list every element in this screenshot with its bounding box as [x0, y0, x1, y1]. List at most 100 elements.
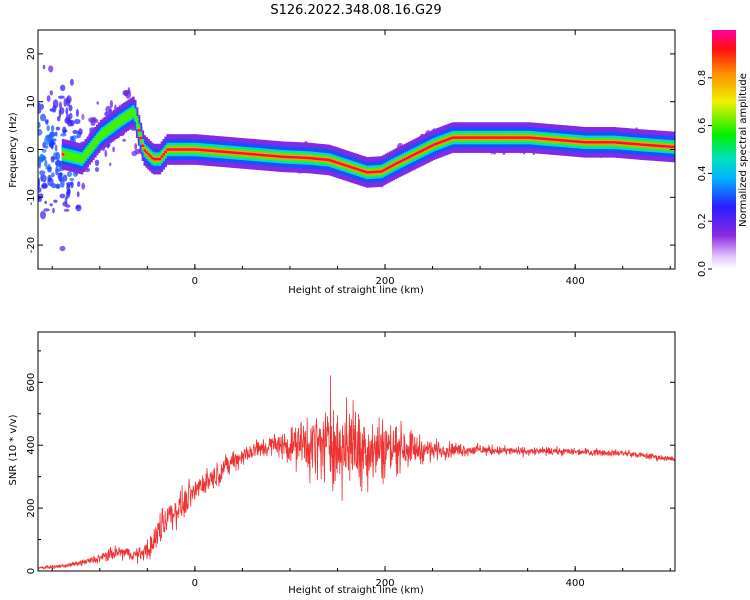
spectrogram-ridge-cell — [172, 148, 175, 151]
spectrogram-ridge-cell — [122, 114, 126, 123]
spectrogram-ridge-cell — [352, 166, 356, 170]
spectrogram-cell — [65, 204, 71, 208]
spectrogram-ridge-cell — [175, 148, 179, 151]
spectrogram-ridge-cell — [356, 168, 359, 171]
spectrogram-ridge-cell — [208, 149, 211, 152]
spectrogram-ridge-cell — [130, 108, 133, 118]
spectrogram-ridge-cell — [164, 150, 167, 154]
spectrogram-cell — [51, 172, 55, 178]
spectrogram-ridge-cell — [523, 136, 527, 139]
spectrogram-ridge-cell — [383, 168, 386, 172]
spectrogram-ridge-cell — [497, 136, 500, 139]
spectrogram-ridge-cell — [289, 156, 293, 159]
spectrogram-ridge-cell — [329, 159, 333, 162]
spectrogram-cell — [45, 166, 53, 170]
spectrogram-ridge-cell — [71, 152, 74, 161]
spectrogram-cell — [62, 174, 68, 182]
spectrogram-cell — [63, 98, 67, 107]
spectrogram-cell — [53, 199, 58, 203]
spectrogram-ridge-cell — [425, 147, 428, 150]
colorbar-tick-label: 0.8 — [697, 70, 708, 86]
spectrogram-ridge-cell — [132, 107, 135, 117]
spectrogram-ridge-cell — [170, 148, 173, 151]
spectrogram-ridge-cell — [457, 136, 460, 139]
spectrogram-ridge-cell — [645, 143, 648, 147]
spectrogram-ridge-cell — [573, 140, 576, 143]
spectrogram-ridge-cell — [267, 154, 270, 157]
spectrogram-ridge-cell — [554, 138, 557, 141]
spectrogram-ridge-cell — [617, 141, 620, 144]
spectrogram-ridge-cell — [539, 137, 542, 140]
spectrogram-cell — [41, 174, 47, 183]
spectrogram-ridge-cell — [544, 137, 548, 141]
spectrogram-ridge-cell — [569, 139, 572, 143]
spectrogram-cell — [50, 132, 57, 137]
spectrogram-cell — [55, 159, 62, 168]
colorbar-label: Normalized spectral amplitude — [738, 73, 749, 227]
spectrogram-ridge-cell — [231, 151, 234, 154]
spectrogram-ylabel: Frequency (Hz) — [8, 112, 19, 188]
spectrogram-cell — [94, 159, 100, 166]
spectrogram-ridge-cell — [105, 126, 108, 136]
spectrogram-ridge-cell — [487, 136, 491, 139]
spectrogram-ridge-cell — [124, 112, 127, 122]
spectrogram-ridge-cell — [466, 136, 470, 139]
spectrogram-ridge-cell — [366, 171, 369, 174]
spectrogram-ridge-cell — [257, 153, 261, 156]
snr-series-line — [38, 375, 675, 570]
spectrogram-cell — [59, 193, 66, 199]
spectrogram-cell — [49, 90, 53, 96]
spectrogram-cell — [63, 208, 70, 212]
spectrogram-ridge-cell — [371, 170, 375, 174]
spectrogram-ridge-cell — [474, 136, 477, 139]
spectrogram-ridge-cell — [217, 150, 221, 153]
spectrogram-ridge-cell — [480, 136, 483, 139]
spectrogram-ridge-cell — [620, 141, 624, 145]
spectrogram-ridge-cell — [533, 136, 536, 140]
spectrogram-ridge-cell — [63, 150, 67, 160]
spectrogram-ridge-cell — [411, 154, 415, 157]
spectrogram-ridge-cell — [579, 140, 582, 144]
spectrogram-ridge-cell — [548, 138, 552, 141]
spectrogram-ridge-cell — [624, 142, 628, 145]
spectrogram-ytick-label: -10 — [26, 189, 37, 205]
spectrogram-ridge-cell — [111, 122, 114, 131]
spectrogram-cell — [50, 144, 54, 150]
spectrogram-cell — [46, 125, 50, 132]
spectrogram-ridge-cell — [630, 142, 633, 145]
spectrogram-ridge-cell — [347, 165, 350, 168]
spectrogram-ridge-cell — [120, 115, 124, 124]
spectrogram-cell — [54, 144, 58, 152]
spectrogram-ridge-cell — [489, 136, 493, 139]
spectrogram-ridge-cell — [128, 110, 131, 119]
spectrogram-ridge-cell — [328, 158, 331, 162]
snr-frame — [37, 331, 676, 572]
spectrogram-ridge-cell — [670, 145, 673, 148]
spectrogram-cell — [58, 95, 65, 99]
spectrogram-ridge-cell — [291, 156, 295, 159]
spectrogram-cell — [42, 64, 46, 70]
spectrogram-ridge-cell — [483, 136, 487, 139]
spectrogram-ridge-cell — [451, 136, 455, 139]
spectrogram-ridge-cell — [151, 156, 154, 160]
spectrogram-ridge-cell — [324, 158, 327, 161]
spectrogram-ridge-cell — [535, 137, 538, 140]
spectrogram-ridge-cell — [417, 151, 420, 154]
spectrogram-ridge-cell — [162, 153, 165, 156]
spectrogram-ridge-cell — [510, 136, 513, 139]
spectrogram-ridge-cell — [577, 140, 580, 143]
spectrogram-ridge-cell — [303, 156, 306, 159]
spectrogram-ridge-cell — [405, 156, 409, 160]
spectrogram-ridge-cell — [84, 150, 88, 159]
spectrogram-ridge-cell — [520, 136, 523, 139]
spectrogram-cell — [52, 105, 57, 113]
spectrogram-cell — [69, 178, 75, 181]
spectrogram-ridge-cell — [502, 136, 506, 139]
spectrogram-ridge-cell — [662, 145, 666, 148]
spectrogram-ridge-cell — [527, 136, 531, 139]
spectrogram-ridge-cell — [634, 142, 637, 146]
spectrogram-ridge-cell — [158, 157, 162, 161]
spectrogram-ridge-cell — [586, 141, 590, 144]
spectrogram-cell — [58, 108, 62, 118]
